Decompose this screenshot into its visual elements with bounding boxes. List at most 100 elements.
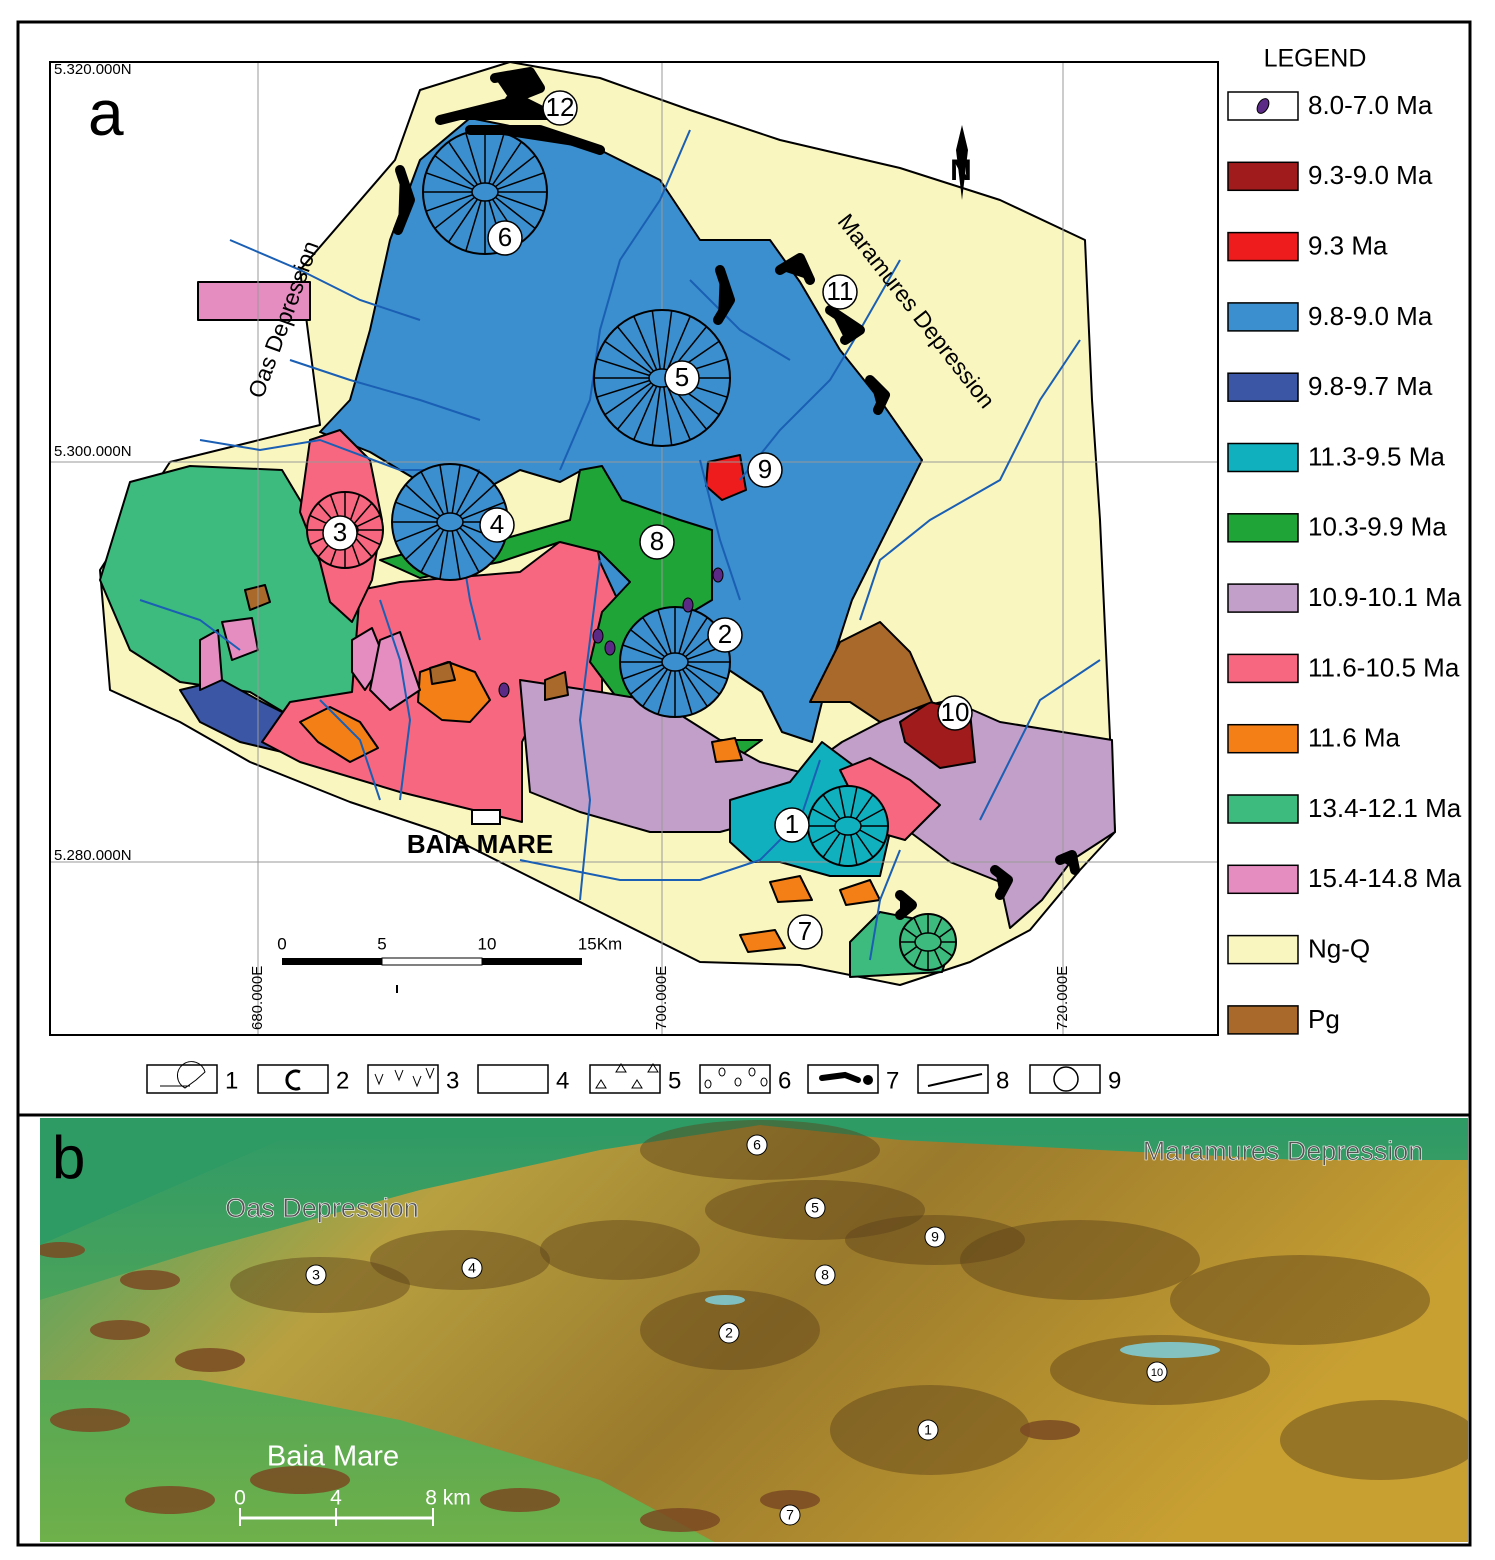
fan-ray <box>657 669 673 715</box>
volcano-marker <box>718 1322 740 1344</box>
volcano-marker <box>774 807 810 843</box>
volcano-number: 8 <box>650 526 664 556</box>
igneous-body <box>393 165 415 235</box>
unit-patch <box>369 631 421 711</box>
symbol-box <box>477 1064 549 1094</box>
legend-swatch <box>1227 723 1299 754</box>
fan-ray <box>657 609 673 655</box>
panel-label: a <box>88 77 124 149</box>
legend-swatch <box>1227 864 1299 895</box>
fan-ray <box>633 384 658 441</box>
river <box>699 459 741 601</box>
symbol-pebble <box>748 1067 756 1077</box>
symbol-triangle <box>595 1079 607 1089</box>
map-b: b Oas Depression Maramures Depression Baia … <box>40 1118 1468 1542</box>
legend-label: Ng-Q <box>1308 933 1370 963</box>
volcano-number: 7 <box>798 916 812 946</box>
volcano-marker <box>822 274 858 310</box>
crater <box>914 932 942 952</box>
north-arrow <box>956 125 968 200</box>
volcano-number: 4 <box>468 1260 476 1276</box>
scale-label: 0 <box>234 1487 246 1510</box>
legend-swatch <box>1227 653 1299 684</box>
settlement <box>50 1408 130 1432</box>
volcano-marker <box>747 452 783 488</box>
igneous-body <box>490 67 545 105</box>
fan-ray <box>425 193 474 212</box>
fan-ray <box>395 524 439 543</box>
volcano-marker <box>937 695 973 731</box>
symbol-box <box>146 1064 218 1094</box>
volcano-marker <box>664 360 700 396</box>
igneous-body <box>775 253 815 285</box>
crater <box>436 512 464 532</box>
fan-ray <box>451 464 461 515</box>
fan-ray <box>352 502 373 525</box>
fan-ray <box>604 381 653 416</box>
volcano-marker <box>924 1226 946 1248</box>
volcano-number: 4 <box>490 509 504 539</box>
fan-ray <box>937 927 953 939</box>
river <box>869 849 901 961</box>
terrain-peak <box>960 1220 1200 1300</box>
fan-ray <box>439 529 449 580</box>
fan-ray <box>420 528 445 573</box>
river <box>519 759 821 881</box>
volcano-marker <box>1146 1361 1168 1383</box>
panel-label: b <box>52 1124 85 1191</box>
symbol-label: 7 <box>886 1067 899 1094</box>
symbol-label: 5 <box>668 1067 681 1094</box>
unit-patch <box>429 661 456 685</box>
fan-ray <box>465 199 483 252</box>
river <box>229 239 421 321</box>
symbol-label: 4 <box>556 1067 569 1094</box>
fan-ray <box>622 644 664 661</box>
unit-patch <box>299 706 379 763</box>
igneous-body <box>825 305 865 345</box>
easting-label: 680.000E <box>249 966 266 1030</box>
igneous-body <box>713 265 735 325</box>
area-label: Maramures Depression <box>1143 1136 1424 1166</box>
scale-label: 0 <box>277 934 286 953</box>
fan-ray <box>348 494 361 523</box>
volcano-number: 6 <box>498 222 512 252</box>
river <box>319 699 381 801</box>
fan-ray <box>465 132 483 185</box>
legend-swatch <box>1227 794 1299 824</box>
symbol-box <box>367 1064 439 1094</box>
fan-ray <box>491 141 523 186</box>
symbol-v <box>394 1069 404 1082</box>
crater <box>834 816 862 836</box>
unit-154 <box>197 281 311 321</box>
fan-ray <box>633 315 658 372</box>
fan-ray <box>604 340 653 375</box>
igneous-body <box>1055 850 1080 875</box>
volcano-marker <box>814 1264 836 1286</box>
fan-ray <box>858 828 885 845</box>
volcano-number: 12 <box>546 92 575 122</box>
unit-patch <box>544 671 569 701</box>
fan-ray <box>496 172 545 191</box>
legend-label: 11.6 Ma <box>1308 723 1401 753</box>
scale-label: 8 km <box>425 1487 471 1510</box>
legend-label: 9.8-9.0 Ma <box>1308 301 1433 331</box>
symbol-box <box>917 1064 989 1094</box>
fan-ray <box>434 196 476 230</box>
settlement <box>125 1486 215 1514</box>
symbol-v <box>412 1075 422 1088</box>
fan-ray <box>642 617 669 656</box>
town-label: Baia Mare <box>267 1441 399 1473</box>
fan-ray <box>451 529 461 580</box>
symbol-box <box>699 1064 771 1094</box>
river <box>859 339 1081 621</box>
crater <box>661 652 689 672</box>
volcano-number: 10 <box>1151 1367 1163 1379</box>
igneous-body <box>990 865 1013 900</box>
legend-swatch <box>1227 302 1299 332</box>
symbol-triangle <box>615 1063 627 1073</box>
fan-ray <box>494 196 536 230</box>
intrusion-dot <box>682 597 694 613</box>
fan-ray <box>622 663 664 680</box>
fan-ray <box>686 663 728 680</box>
